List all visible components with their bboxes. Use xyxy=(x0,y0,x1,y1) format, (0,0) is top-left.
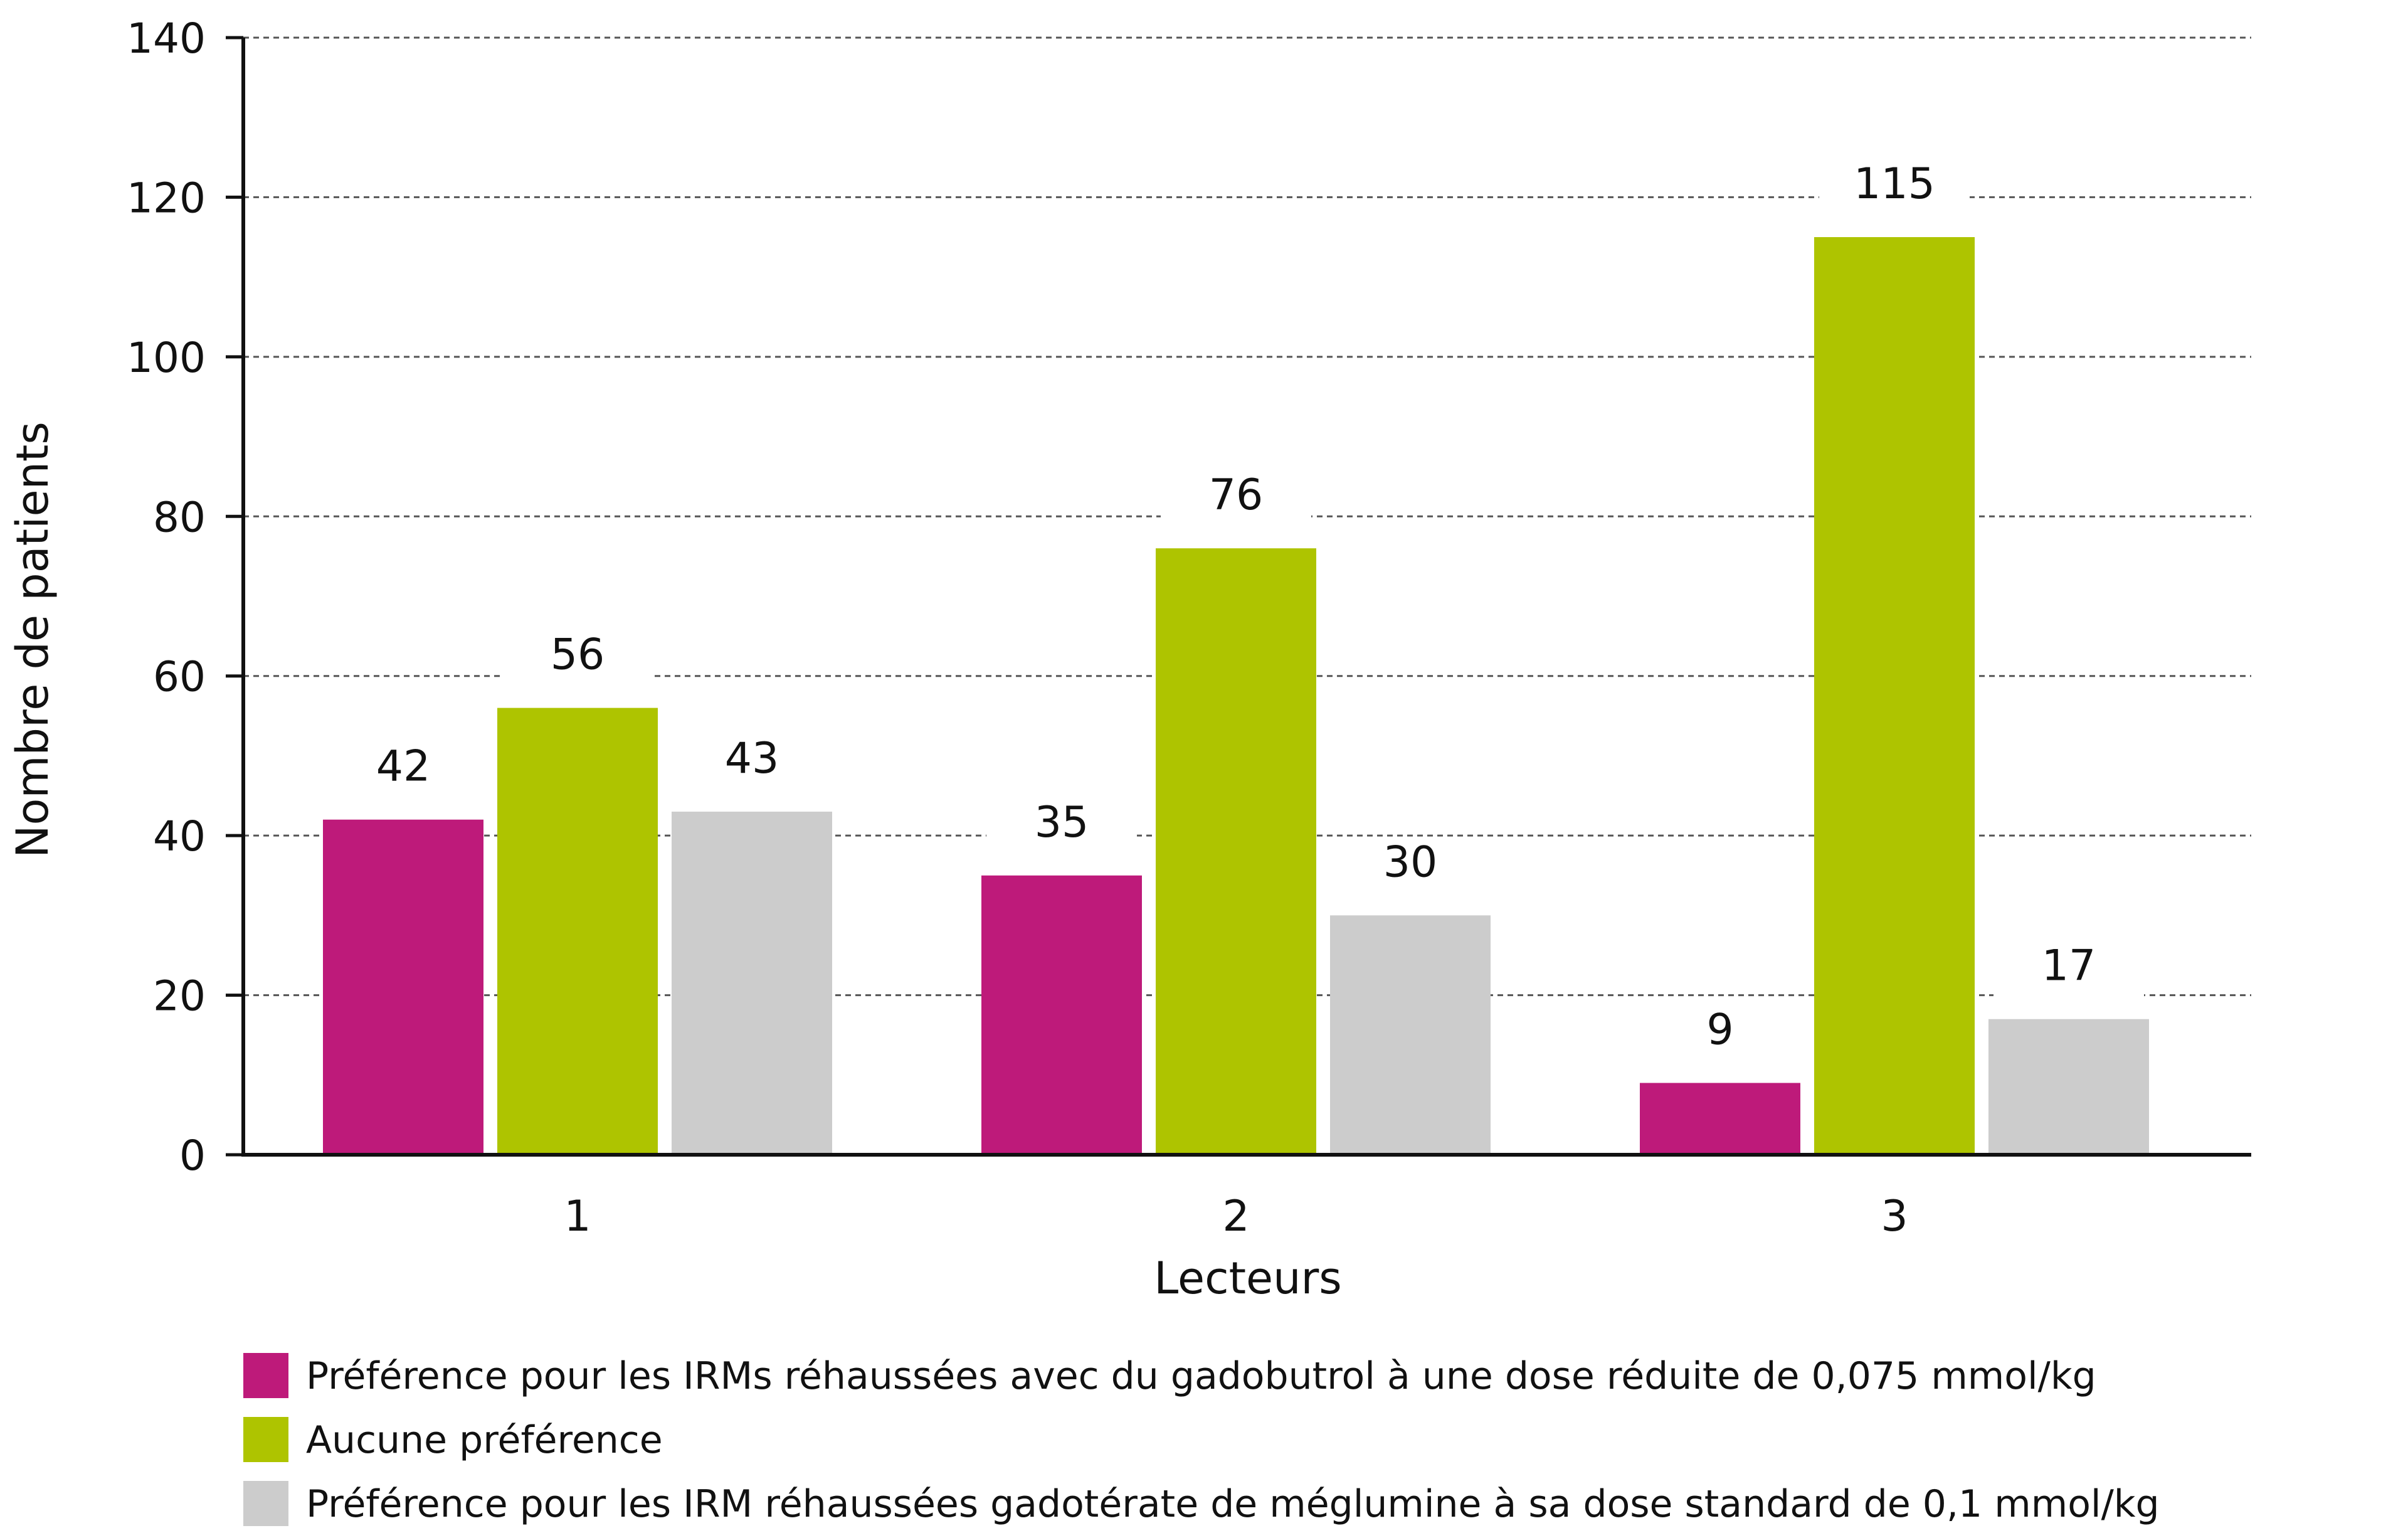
data-label: 42 xyxy=(376,742,431,792)
legend-swatch xyxy=(243,1353,288,1398)
bar xyxy=(1330,915,1491,1155)
data-label-backdrop xyxy=(1819,162,1970,215)
x-tick-label: 2 xyxy=(1222,1192,1249,1241)
data-label: 17 xyxy=(2042,941,2096,991)
y-tick-label: 20 xyxy=(153,972,206,1021)
y-tick-label: 80 xyxy=(153,493,206,541)
data-label: 30 xyxy=(1383,837,1438,887)
data-label-backdrop xyxy=(986,800,1137,853)
bar xyxy=(497,708,658,1155)
data-label-backdrop xyxy=(1993,943,2144,997)
legend: Préférence pour les IRMs réhaussées avec… xyxy=(243,1353,2160,1526)
data-label-backdrop xyxy=(1645,1007,1795,1061)
bars xyxy=(323,237,2149,1155)
legend-swatch xyxy=(243,1481,288,1526)
data-label: 115 xyxy=(1854,159,1935,209)
y-tick-label: 0 xyxy=(179,1132,206,1180)
legend-label: Préférence pour les IRM réhaussées gadot… xyxy=(306,1482,2160,1526)
x-tick-label: 3 xyxy=(1881,1192,1908,1241)
x-axis-title: Lecteurs xyxy=(1154,1253,1341,1304)
data-label: 56 xyxy=(551,630,605,680)
y-tick-label: 100 xyxy=(127,334,206,382)
data-label: 9 xyxy=(1706,1005,1733,1055)
y-tick-label: 140 xyxy=(127,14,206,63)
data-label-backdrop xyxy=(677,736,827,789)
y-tick-label: 60 xyxy=(153,653,206,701)
data-label: 43 xyxy=(725,734,779,783)
legend-swatch xyxy=(243,1417,288,1462)
data-labels: 42 56 43 35 76 30 9 115 17 xyxy=(328,159,2144,1061)
y-tick-label: 120 xyxy=(127,174,206,222)
data-label-backdrop xyxy=(328,744,478,797)
data-label-backdrop xyxy=(1161,473,1311,526)
bar xyxy=(323,819,483,1155)
bar xyxy=(1156,548,1316,1155)
y-tick-label: 40 xyxy=(153,812,206,861)
data-label: 35 xyxy=(1035,798,1089,847)
data-label-backdrop xyxy=(502,632,653,686)
x-tick-label: 1 xyxy=(564,1192,591,1241)
data-label-backdrop xyxy=(1335,840,1486,893)
legend-label: Aucune préférence xyxy=(306,1418,663,1462)
bar xyxy=(1640,1083,1800,1155)
bar xyxy=(1988,1019,2149,1155)
data-label: 76 xyxy=(1209,470,1264,520)
y-axis-title: Nombre de patients xyxy=(7,422,58,858)
legend-label: Préférence pour les IRMs réhaussées avec… xyxy=(306,1354,2096,1398)
axes xyxy=(241,38,2251,1157)
y-tick-labels: 0 20 40 60 80 100 120 140 xyxy=(127,14,243,1180)
x-tick-labels: 1 2 3 xyxy=(564,1192,1908,1241)
bar xyxy=(981,875,1142,1155)
bar xyxy=(672,811,832,1155)
bar xyxy=(1814,237,1975,1155)
